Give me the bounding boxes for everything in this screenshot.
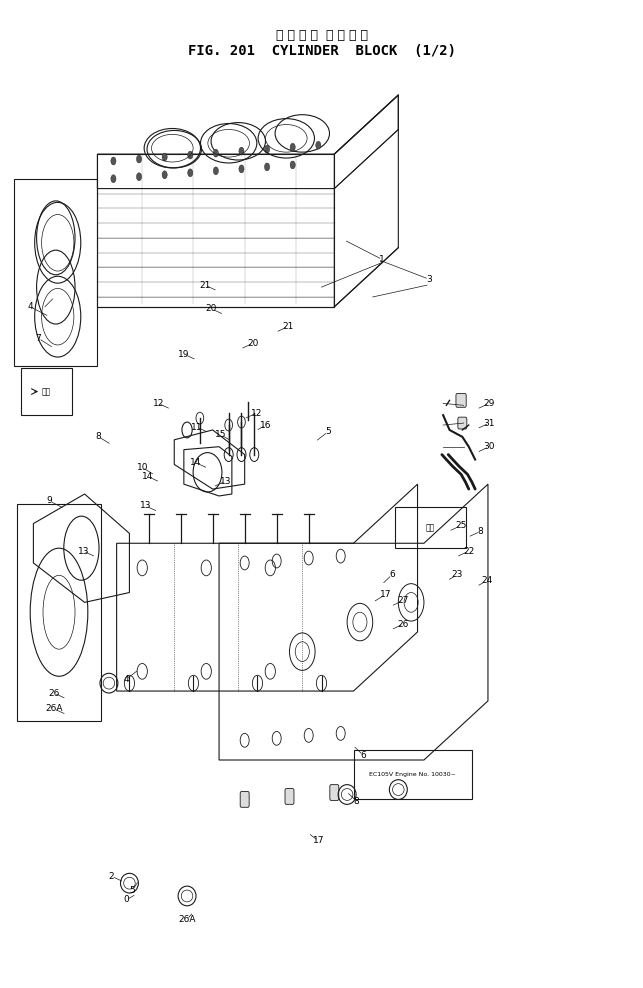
Text: 21: 21	[282, 322, 294, 331]
Text: 17: 17	[312, 836, 324, 846]
Text: 21: 21	[199, 281, 211, 289]
Text: 23: 23	[451, 570, 463, 579]
Text: シ リ ン ダ  ブ ロ ッ ク: シ リ ン ダ ブ ロ ッ ク	[275, 30, 368, 42]
Text: 8: 8	[477, 527, 483, 535]
Text: 13: 13	[140, 501, 151, 511]
Circle shape	[136, 155, 141, 163]
Text: 8: 8	[354, 797, 359, 806]
Circle shape	[162, 153, 167, 161]
Text: 12: 12	[251, 409, 262, 418]
Text: 22: 22	[463, 546, 475, 555]
Text: 14: 14	[141, 471, 153, 481]
Circle shape	[264, 163, 269, 171]
Circle shape	[111, 157, 116, 165]
Text: 3: 3	[426, 275, 432, 284]
Text: 24: 24	[481, 576, 493, 585]
Text: 25: 25	[455, 521, 467, 530]
FancyBboxPatch shape	[330, 784, 339, 800]
Circle shape	[239, 147, 244, 155]
Circle shape	[290, 143, 295, 151]
Text: 7: 7	[35, 334, 41, 343]
Circle shape	[188, 151, 193, 159]
Text: 5: 5	[325, 428, 331, 437]
Text: EC105V Engine No. 10030~: EC105V Engine No. 10030~	[369, 773, 456, 778]
FancyBboxPatch shape	[456, 393, 466, 407]
Text: 15: 15	[215, 431, 227, 440]
Text: 4: 4	[123, 675, 129, 684]
Text: 4: 4	[28, 302, 33, 311]
Circle shape	[188, 169, 193, 177]
Text: 26: 26	[48, 689, 60, 698]
Circle shape	[213, 167, 219, 175]
Text: 5: 5	[130, 885, 136, 894]
Text: 方向: 方向	[42, 387, 51, 396]
Text: 16: 16	[260, 421, 271, 430]
Text: 9: 9	[46, 496, 52, 506]
Circle shape	[290, 161, 295, 169]
Text: 26A: 26A	[45, 704, 62, 713]
Circle shape	[264, 145, 269, 153]
Text: 26A: 26A	[178, 915, 196, 924]
Text: 14: 14	[190, 458, 201, 467]
Text: 27: 27	[398, 596, 409, 605]
Text: 20: 20	[206, 304, 217, 313]
Text: 17: 17	[380, 590, 392, 599]
Circle shape	[239, 165, 244, 173]
Circle shape	[111, 175, 116, 183]
Text: 2: 2	[109, 871, 114, 880]
Text: 20: 20	[248, 339, 258, 348]
Text: 12: 12	[152, 399, 164, 408]
Text: 26: 26	[398, 619, 409, 628]
Text: 29: 29	[484, 399, 495, 408]
Text: 6: 6	[389, 570, 395, 579]
Text: 19: 19	[178, 350, 190, 359]
Circle shape	[162, 171, 167, 179]
FancyBboxPatch shape	[240, 791, 249, 807]
Text: 11: 11	[191, 423, 203, 432]
Text: 13: 13	[220, 476, 231, 486]
Text: 0: 0	[123, 895, 129, 904]
Circle shape	[316, 141, 321, 149]
Text: 備考: 備考	[426, 523, 435, 532]
Text: FIG. 201  CYLINDER  BLOCK  (1/2): FIG. 201 CYLINDER BLOCK (1/2)	[188, 43, 455, 57]
Text: 1: 1	[379, 255, 385, 264]
FancyBboxPatch shape	[285, 788, 294, 804]
Text: 6: 6	[360, 751, 366, 760]
Circle shape	[213, 149, 219, 157]
FancyBboxPatch shape	[458, 417, 467, 429]
Text: 31: 31	[484, 419, 495, 428]
Text: 10: 10	[136, 463, 148, 472]
Text: 30: 30	[484, 443, 495, 452]
Text: 8: 8	[96, 433, 102, 442]
Text: 13: 13	[78, 546, 89, 555]
Circle shape	[136, 173, 141, 181]
